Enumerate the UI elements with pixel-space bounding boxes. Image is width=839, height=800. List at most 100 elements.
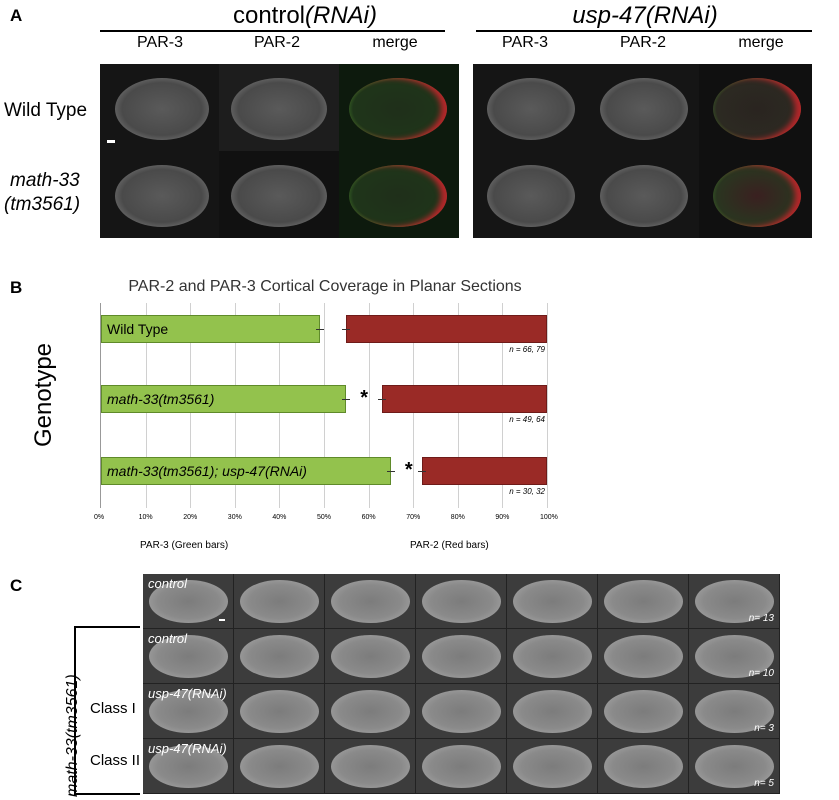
timelapse-frame [689, 574, 779, 628]
micrograph-math33-par3-usp47 [473, 151, 586, 238]
bar-par2 [422, 457, 547, 485]
timelapse-frame [416, 739, 506, 793]
category-label: Wild Type [107, 321, 169, 337]
control-header-rule [100, 30, 445, 32]
chart-ylabel: Genotype [30, 342, 57, 448]
timelapse-frame [598, 574, 688, 628]
timelapse-frame [234, 684, 324, 738]
col-header-par2-control: PAR-2 [254, 34, 300, 51]
bar-par3 [101, 315, 320, 343]
error-bar [342, 329, 351, 330]
x-tick-label: 40% [272, 514, 287, 521]
timelapse-frame [234, 629, 324, 683]
row-condition-label: usp-47(RNAi) [148, 686, 227, 701]
timelapse-frame [598, 684, 688, 738]
x-tick-label: 80% [450, 514, 465, 521]
micrograph-wt-par3-usp47 [473, 64, 586, 151]
timelapse-frame [325, 574, 415, 628]
x-tick-label: 10% [138, 514, 153, 521]
timelapse-frame [416, 574, 506, 628]
micrograph-wt-par3-control [100, 64, 219, 151]
panel-c-letter: C [10, 576, 23, 595]
panel-a-letter: A [10, 6, 23, 25]
micrograph-math33-par2-control [219, 151, 339, 238]
chart-x-ticks: 0% 10% 20% 30% 40% 50% 60% 70% 80% 90% 100% [94, 514, 558, 528]
timelapse-frame [143, 684, 233, 738]
timelapse-frame [143, 574, 233, 628]
significance-star: * [404, 459, 413, 481]
gridline [368, 303, 370, 508]
row-condition-label: control [148, 576, 188, 591]
timelapse-frame [689, 739, 779, 793]
error-bar [418, 471, 427, 472]
micrograph-wt-merge-usp47 [699, 64, 812, 151]
row-n-label: n= 13 [748, 613, 774, 624]
timelapse-frame [507, 629, 597, 683]
timelapse-frame [143, 629, 233, 683]
timelapse-frame [234, 574, 324, 628]
bracket-vertical [74, 626, 76, 794]
scale-bar-a [107, 140, 115, 143]
x-tick-label: 70% [406, 514, 421, 521]
micrograph-math33-merge-control [339, 151, 459, 238]
timelapse-frame [325, 629, 415, 683]
chart-plot-area: Wild Type n = 66, 79 math-33(tm3561) n = 49… [100, 303, 548, 508]
x-tick-label: 0% [94, 514, 105, 521]
x-tick-label: 90% [495, 514, 510, 521]
bar-par2 [346, 315, 547, 343]
control-header-italic: (RNAi) [305, 2, 378, 29]
control-rnai-header: control(RNAi) [190, 2, 420, 30]
bar-par3 [101, 457, 391, 485]
n-label: n = 30, 32 [509, 487, 545, 496]
col-header-par3-usp47: PAR-3 [502, 34, 548, 51]
bracket-bottom [74, 793, 140, 795]
timelapse-frame [143, 739, 233, 793]
x-tick-label: 20% [183, 514, 198, 521]
bar-par2 [381, 385, 547, 413]
timelapse-frame [416, 684, 506, 738]
micrograph-wt-par2-usp47 [586, 64, 699, 151]
error-bar [386, 471, 395, 472]
row-n-label: n= 3 [754, 723, 774, 734]
usp47-micrograph-panel [473, 64, 812, 238]
significance-star: * [360, 387, 369, 409]
x-tick-label: 60% [361, 514, 376, 521]
error-bar [342, 399, 351, 400]
micrograph-math33-par2-usp47 [586, 151, 699, 238]
timelapse-frame [598, 629, 688, 683]
error-bar [315, 329, 324, 330]
row-label-math33: math-33 [10, 170, 80, 191]
class-ii-label: Class II [90, 752, 141, 769]
micrograph-wt-par2-control [219, 64, 339, 151]
gridline [547, 303, 548, 508]
row-n-label: n= 5 [754, 778, 774, 789]
timelapse-grid: control n= 13 control n= 10 usp-47(RNAi) n= 3… [143, 574, 780, 794]
col-header-par2-usp47: PAR-2 [620, 34, 666, 51]
timelapse-frame [416, 629, 506, 683]
micrograph-math33-merge-usp47 [699, 151, 812, 238]
usp47-rnai-header: usp-47(RNAi) [572, 2, 718, 29]
timelapse-frame [507, 574, 597, 628]
micrograph-math33-par3-control [100, 151, 219, 238]
timelapse-frame [689, 629, 779, 683]
col-header-merge-usp47: merge [738, 34, 784, 51]
control-micrograph-panel [100, 64, 459, 238]
row-n-label: n= 10 [748, 668, 774, 679]
category-label: math-33(tm3561) [107, 391, 215, 407]
category-label: math-33(tm3561); usp-47(RNAi) [107, 463, 307, 479]
usp47-header-rule [476, 30, 812, 32]
class-i-label: Class I [90, 700, 136, 717]
chart-xlabel-right: PAR-2 (Red bars) [410, 540, 489, 551]
control-header-text: control [232, 2, 306, 29]
timelapse-frame [234, 739, 324, 793]
x-tick-label: 50% [317, 514, 332, 521]
timelapse-frame [325, 739, 415, 793]
timelapse-frame [598, 739, 688, 793]
row-condition-label: control [148, 631, 188, 646]
n-label: n = 66, 79 [509, 345, 545, 354]
chart-xlabel-left: PAR-3 (Green bars) [140, 540, 229, 551]
col-header-merge-control: merge [372, 34, 418, 51]
row-condition-label: usp-47(RNAi) [148, 741, 227, 756]
bracket-top [74, 626, 140, 628]
x-tick-label: 100% [540, 514, 558, 521]
